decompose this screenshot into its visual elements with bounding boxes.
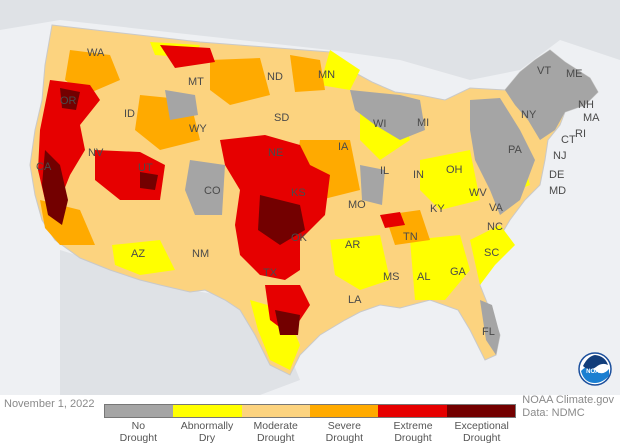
legend-color-bar	[104, 404, 516, 418]
legend-label-2: Moderate Drought	[241, 420, 310, 444]
severe-drought-areas	[40, 50, 430, 245]
state-label-nh: NH	[578, 99, 594, 111]
legend-labels: No Drought Abnormally Dry Moderate Drought Sev…	[104, 420, 516, 444]
state-label-va: VA	[489, 202, 504, 214]
legend-swatch-2	[241, 405, 310, 417]
state-label-nv: NV	[88, 147, 104, 159]
state-label-wy: WY	[189, 123, 207, 135]
legend-label-line1: Extreme	[393, 420, 433, 432]
state-label-in: IN	[413, 169, 424, 181]
state-label-la: LA	[348, 294, 362, 306]
state-label-nd: ND	[267, 71, 283, 83]
legend-swatch-3	[309, 405, 379, 417]
state-label-az: AZ	[131, 248, 145, 260]
state-label-vt: VT	[537, 65, 551, 77]
state-label-oh: OH	[446, 164, 463, 176]
state-label-wi: WI	[373, 118, 386, 130]
legend-label-4: Extreme Drought	[379, 420, 448, 444]
legend-label-line2: Dry	[198, 432, 216, 444]
legend-label-3: Severe Drought	[310, 420, 379, 444]
state-label-or: OR	[60, 95, 77, 107]
state-label-ia: IA	[338, 141, 349, 153]
noaa-logo-text: NOAA	[586, 369, 604, 375]
legend-label-0: No Drought	[104, 420, 173, 444]
legend-label-line2: Drought	[119, 432, 158, 444]
state-label-ma: MA	[583, 112, 600, 124]
legend-label-line2: Drought	[257, 432, 295, 444]
legend-swatch-1	[173, 405, 242, 417]
state-label-wv: WV	[469, 187, 487, 199]
legend-label-line1: Severe	[327, 420, 361, 432]
state-label-wa: WA	[87, 47, 105, 59]
state-label-ok: OK	[291, 232, 308, 244]
state-label-sd: SD	[274, 112, 289, 124]
legend-label-line1: Exceptional	[454, 420, 509, 432]
state-label-pa: PA	[508, 144, 523, 156]
state-label-mi: MI	[417, 117, 429, 129]
state-label-nc: NC	[487, 221, 503, 233]
state-label-fl: FL	[482, 326, 495, 338]
state-label-id: ID	[124, 108, 135, 120]
state-label-nm: NM	[192, 248, 209, 260]
state-label-ar: AR	[345, 239, 360, 251]
legend-swatch-5	[446, 405, 515, 417]
state-label-co: CO	[204, 185, 221, 197]
state-label-ut: UT	[138, 162, 153, 174]
credit-block: NOAA Climate.gov Data: NDMC	[522, 394, 614, 420]
legend: No Drought Abnormally Dry Moderate Drought Sev…	[104, 404, 516, 444]
state-label-md: MD	[549, 185, 566, 197]
exceptional-drought-areas	[42, 88, 305, 335]
legend-label-1: Abnormally Dry	[173, 420, 242, 444]
mexico-land	[60, 250, 300, 395]
state-label-de: DE	[549, 169, 564, 181]
state-label-mt: MT	[188, 76, 204, 88]
credit-line-1: NOAA Climate.gov	[522, 394, 614, 406]
drought-map: WA OR CA ID NV MT WY UT CO AZ NM ND SD N…	[0, 0, 620, 395]
canada-land	[0, 0, 620, 80]
state-label-tx: TX	[263, 267, 278, 279]
no-drought-areas	[165, 50, 598, 355]
state-label-ga: GA	[450, 266, 467, 278]
legend-label-line2: Drought	[463, 432, 501, 444]
state-label-ca: CA	[36, 161, 52, 173]
state-label-ct: CT	[561, 134, 576, 146]
map-date: November 1, 2022	[4, 398, 95, 410]
state-label-ks: KS	[291, 187, 306, 199]
legend-swatch-4	[378, 405, 447, 417]
legend-label-line1: Moderate	[253, 420, 298, 432]
credit-line-2: Data: NDMC	[522, 407, 585, 419]
legend-label-line1: No	[131, 420, 146, 432]
legend-label-line2: Drought	[325, 432, 364, 444]
state-label-ny: NY	[521, 109, 537, 121]
legend-label-line2: Drought	[394, 432, 432, 444]
state-label-tn: TN	[403, 231, 418, 243]
state-label-ri: RI	[575, 128, 586, 140]
noaa-logo: NOAA	[578, 352, 612, 386]
state-label-ne: NE	[268, 147, 283, 159]
state-label-mn: MN	[318, 69, 335, 81]
state-label-il: IL	[380, 165, 389, 177]
map-svg: WA OR CA ID NV MT WY UT CO AZ NM ND SD N…	[0, 0, 620, 395]
state-labels: WA OR CA ID NV MT WY UT CO AZ NM ND SD N…	[36, 47, 600, 338]
state-label-me: ME	[566, 68, 583, 80]
legend-label-line1: Abnormally	[180, 420, 234, 432]
state-label-mo: MO	[348, 199, 366, 211]
legend-label-5: Exceptional Drought	[447, 420, 516, 444]
state-label-al: AL	[417, 271, 430, 283]
state-label-sc: SC	[484, 247, 499, 259]
state-label-ky: KY	[430, 203, 445, 215]
state-label-nj: NJ	[553, 150, 566, 162]
legend-swatch-0	[105, 405, 174, 417]
state-label-ms: MS	[383, 271, 400, 283]
